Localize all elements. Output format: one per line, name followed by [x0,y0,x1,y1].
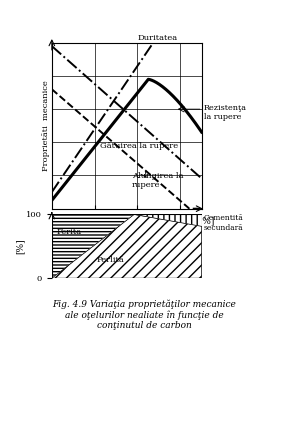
Text: Gâtuirea la rupere: Gâtuirea la rupere [100,143,178,150]
Y-axis label: [%]: [%] [16,238,25,254]
Text: Perlită: Perlită [97,256,124,265]
Text: Rezistenţa
la rupere: Rezistenţa la rupere [204,104,247,121]
Text: Alungirea la
rupere: Alungirea la rupere [132,172,183,189]
Text: Ferită: Ferită [56,229,81,236]
Polygon shape [52,214,134,278]
Text: C [%]: C [%] [189,217,214,226]
Polygon shape [134,214,202,226]
Text: Fig. 4.9 Variaţia proprietăţilor mecanice
ale oţelurilor nealiate în funcţie de
: Fig. 4.9 Variaţia proprietăţilor mecanic… [52,300,236,330]
Polygon shape [52,214,202,278]
Text: Duritatea: Duritatea [137,34,177,42]
Y-axis label: Proprietăti  mecanice: Proprietăti mecanice [42,80,50,171]
Text: Cementită
secundară: Cementită secundară [204,214,244,232]
